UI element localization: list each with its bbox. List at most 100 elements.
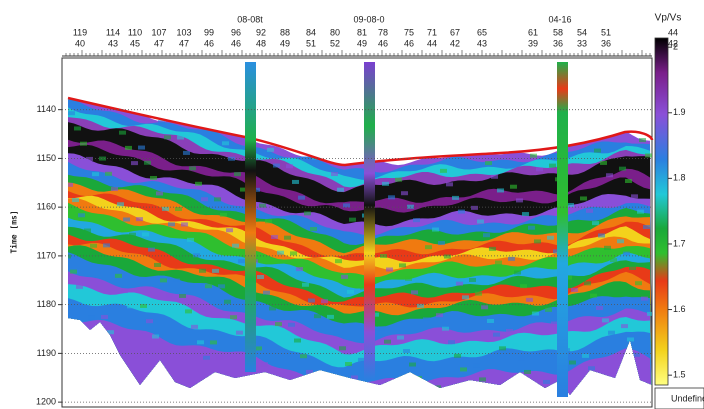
texture [450,268,457,272]
texture [80,141,87,146]
texture [310,227,317,232]
texture [158,119,165,124]
texture [376,168,383,173]
texture [399,263,406,268]
texture [273,163,280,168]
trace-label: 51 [306,38,316,48]
trace-label: 92 [256,27,266,37]
texture [82,300,89,305]
texture [395,177,402,182]
texture [524,369,531,374]
trace-label: 110 [128,27,142,37]
texture [168,222,175,227]
texture [411,290,418,295]
texture [222,141,229,146]
texture [337,187,344,192]
texture [339,346,346,351]
texture [534,239,541,244]
texture [401,191,408,196]
texture [117,202,124,207]
texture [360,285,367,290]
texture [142,232,149,237]
colorbar-tick-label: 2 [673,42,678,52]
texture [586,208,593,213]
texture [152,334,159,339]
texture [343,203,350,208]
texture [74,126,81,131]
texture [263,290,270,295]
texture [109,258,116,263]
colorbar [654,37,669,386]
texture [105,171,112,176]
trace-label: 47 [179,38,189,48]
colorbar-title: Vp/Vs [655,13,682,24]
texture [528,225,535,230]
texture [277,250,284,255]
texture [617,239,624,244]
trace-label: 40 [75,38,85,48]
texture [288,322,295,327]
texture [294,338,301,343]
trace-label: 88 [280,27,290,37]
texture [489,246,496,251]
texture [635,281,642,286]
texture [150,176,157,180]
texture [438,241,445,246]
colorbar-tick-label: 1.6 [673,304,686,314]
texture [240,187,247,192]
texture [545,307,552,312]
texture [111,187,118,192]
texture [210,340,217,345]
texture [571,287,578,292]
trace-label: 49 [357,38,367,48]
texture [113,115,120,120]
texture [154,262,161,267]
texture [90,243,97,248]
texture [321,299,328,304]
y-tick-label: 1160 [37,202,56,212]
texture [641,296,648,301]
texture [413,218,420,223]
trace-label: 96 [231,27,241,37]
texture [166,293,173,298]
texture [216,355,223,360]
texture [397,335,404,340]
texture [162,206,169,211]
trace-label: 46 [404,38,414,48]
texture [314,314,321,319]
texture [300,354,307,359]
trace-label: 36 [553,38,563,48]
texture [131,161,138,166]
texture [286,164,293,169]
trace-label: 36 [601,38,611,48]
texture [382,181,389,186]
texture [284,235,291,240]
texture [512,342,519,347]
trace-label: 46 [204,38,214,48]
texture [101,314,108,319]
texture [164,135,171,140]
trace-label: 33 [577,38,587,48]
texture [123,217,130,222]
trace-label: 46 [231,38,241,48]
texture [267,147,274,152]
texture [602,318,609,323]
texture [378,326,385,331]
texture [423,317,430,322]
texture [526,297,533,302]
texture [193,253,200,258]
texture [442,326,449,331]
texture [633,352,640,357]
texture [405,276,412,281]
texture [218,284,225,289]
texture [298,195,305,200]
texture [419,231,426,236]
texture [201,197,208,202]
texture [621,324,628,329]
well-name: 09-08-0 [353,14,384,24]
texture [175,207,182,211]
texture [625,179,632,183]
texture [88,315,95,320]
texture [580,196,587,201]
